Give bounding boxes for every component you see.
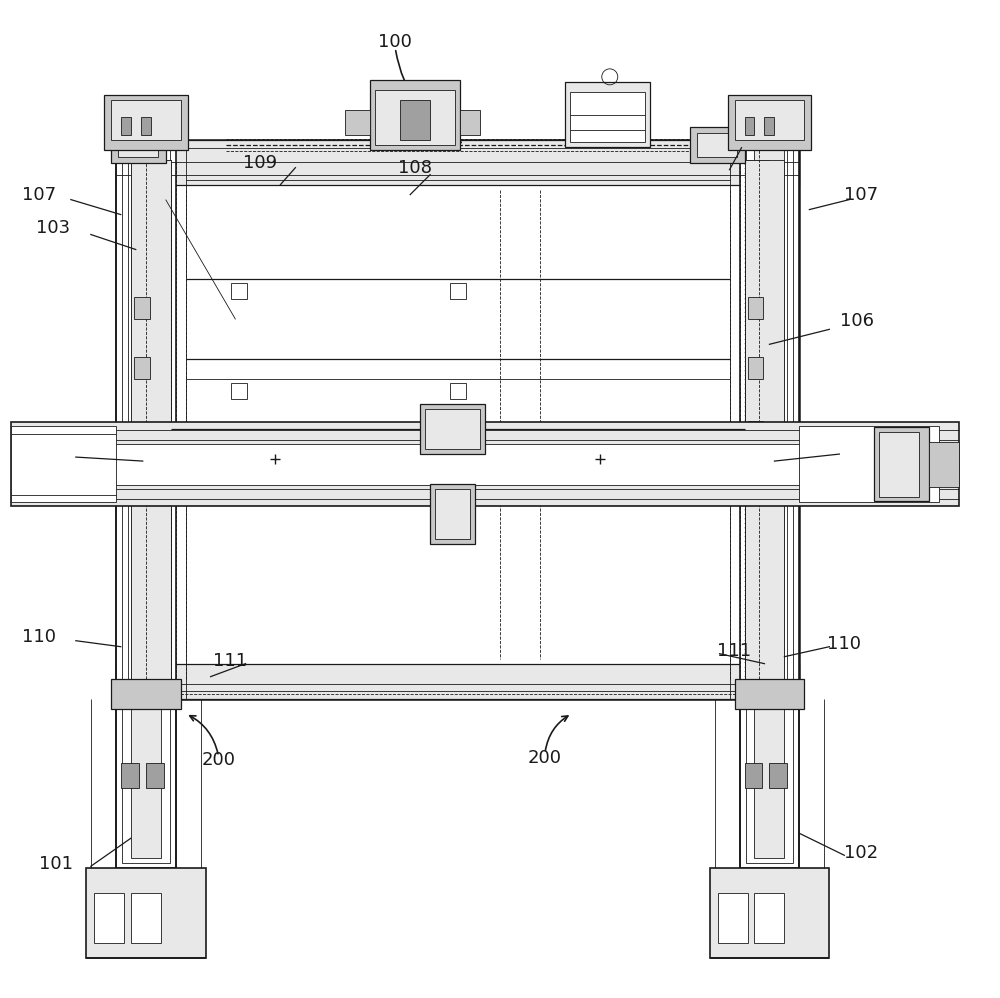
Bar (11, 425, 116, 503)
Bar (745, 160, 769, 699)
Text: 111: 111 (717, 642, 752, 660)
Bar (718, 893, 748, 943)
Text: 109: 109 (243, 154, 278, 172)
Text: 108: 108 (398, 159, 432, 177)
Bar (570, 92, 645, 142)
Bar (710, 868, 829, 958)
Bar (425, 409, 480, 449)
Bar (799, 425, 939, 503)
Bar (746, 125, 793, 863)
Bar (874, 427, 929, 501)
Bar (879, 431, 919, 496)
Bar (435, 489, 470, 539)
Bar (121, 117, 131, 135)
Bar (116, 120, 176, 868)
Bar (740, 120, 799, 868)
Text: 102: 102 (844, 844, 878, 862)
Text: 110: 110 (22, 628, 56, 646)
Bar (730, 140, 799, 699)
Bar (128, 148, 787, 691)
Bar (370, 80, 460, 150)
Bar (697, 133, 737, 157)
Text: 111: 111 (213, 652, 248, 670)
Bar (231, 383, 247, 399)
Bar (131, 160, 171, 679)
Bar (111, 127, 166, 163)
Bar (21, 443, 949, 484)
Text: 107: 107 (22, 186, 56, 204)
Bar (754, 893, 784, 943)
Bar (116, 140, 186, 699)
Bar (146, 160, 171, 699)
Bar (131, 130, 161, 858)
Bar (420, 404, 485, 454)
Bar (134, 357, 150, 379)
Bar (118, 133, 158, 157)
Bar (11, 421, 959, 507)
Bar (929, 441, 959, 486)
Bar (375, 90, 455, 145)
Bar (565, 82, 650, 147)
Bar (131, 893, 161, 943)
Bar (450, 383, 466, 399)
Bar (146, 763, 164, 788)
Text: 106: 106 (840, 312, 874, 330)
Bar (430, 484, 475, 544)
Bar (122, 125, 170, 863)
Bar (450, 283, 466, 299)
Bar (735, 100, 804, 140)
Bar (728, 95, 811, 150)
Bar (231, 283, 247, 299)
Bar (735, 679, 804, 709)
Text: 109: 109 (764, 134, 798, 152)
Bar (748, 357, 763, 379)
Bar (748, 481, 763, 499)
Bar (745, 117, 754, 135)
Text: 103: 103 (36, 219, 70, 237)
Bar (745, 763, 762, 788)
Bar (754, 130, 784, 858)
Bar (690, 127, 745, 163)
Bar (111, 679, 181, 709)
Bar (121, 763, 139, 788)
Bar (116, 664, 799, 699)
Bar (111, 100, 181, 140)
Bar (134, 297, 150, 319)
Bar (141, 117, 151, 135)
Bar (769, 763, 787, 788)
Bar (104, 95, 188, 150)
Bar (748, 297, 763, 319)
Bar (400, 100, 430, 140)
Bar (116, 140, 799, 185)
Bar (116, 140, 799, 699)
Bar (764, 117, 774, 135)
Bar (94, 893, 124, 943)
Text: 100: 100 (378, 33, 412, 51)
Bar (345, 110, 370, 135)
Bar (460, 110, 480, 135)
Bar (748, 421, 763, 439)
Text: 200: 200 (202, 751, 236, 769)
Text: 110: 110 (827, 635, 861, 653)
Text: 104: 104 (22, 445, 56, 463)
Text: 200: 200 (528, 749, 562, 767)
Bar (86, 868, 206, 958)
Text: 105: 105 (844, 442, 878, 460)
Text: 107: 107 (844, 186, 878, 204)
Text: 101: 101 (39, 855, 73, 873)
Bar (745, 160, 784, 679)
